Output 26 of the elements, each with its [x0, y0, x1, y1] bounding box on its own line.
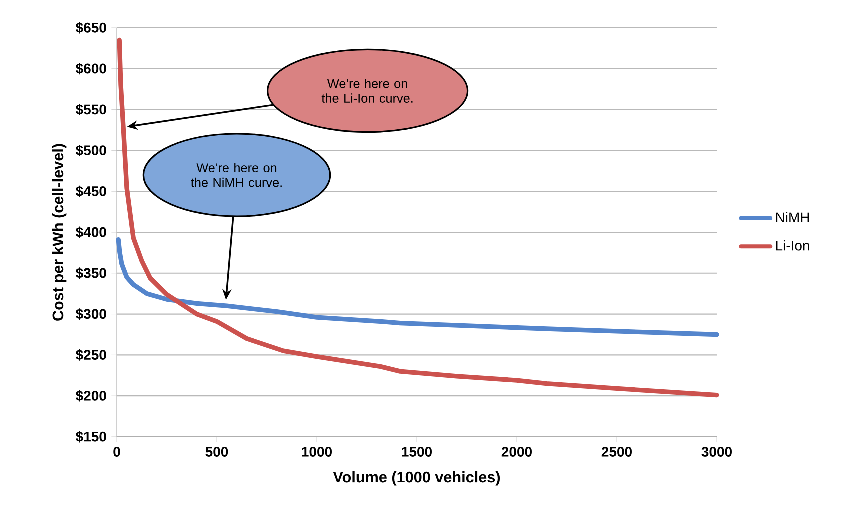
x-tick-label: 1500: [402, 447, 432, 457]
x-tick-label: 500: [206, 447, 228, 457]
y-tick-label: $300: [76, 308, 106, 320]
x-tick-label: 2500: [602, 447, 632, 457]
y-tick-label: $500: [76, 144, 106, 156]
annotation: We’re here on the NiMH curve.: [191, 163, 282, 188]
x-tick-label: 0: [114, 447, 120, 457]
y-tick-label: $350: [76, 268, 106, 280]
y-tick-label: $400: [76, 226, 106, 238]
x-tick-label: 3000: [702, 447, 732, 457]
x-axis-title: Volume (1000 vehicles): [333, 471, 500, 486]
y-tick-label: $600: [76, 63, 106, 75]
y-tick-label: $150: [76, 431, 106, 443]
y-tick-label: $650: [76, 22, 106, 34]
legend-label: NiMH: [776, 212, 810, 222]
y-tick-label: $450: [76, 186, 106, 198]
x-tick-label: 1000: [302, 447, 332, 457]
y-tick-label: $200: [76, 390, 106, 402]
x-tick-label: 2000: [502, 447, 532, 457]
y-tick-label: $550: [76, 104, 106, 116]
y-axis-title: Cost per kWh (cell-level): [52, 144, 67, 321]
annotation: We’re here on the Li-Ion curve.: [322, 79, 413, 103]
y-tick-label: $250: [76, 349, 106, 361]
line-series: [117, 38, 720, 398]
line-series: [116, 238, 720, 338]
legend-label: Li-Ion: [776, 240, 810, 251]
